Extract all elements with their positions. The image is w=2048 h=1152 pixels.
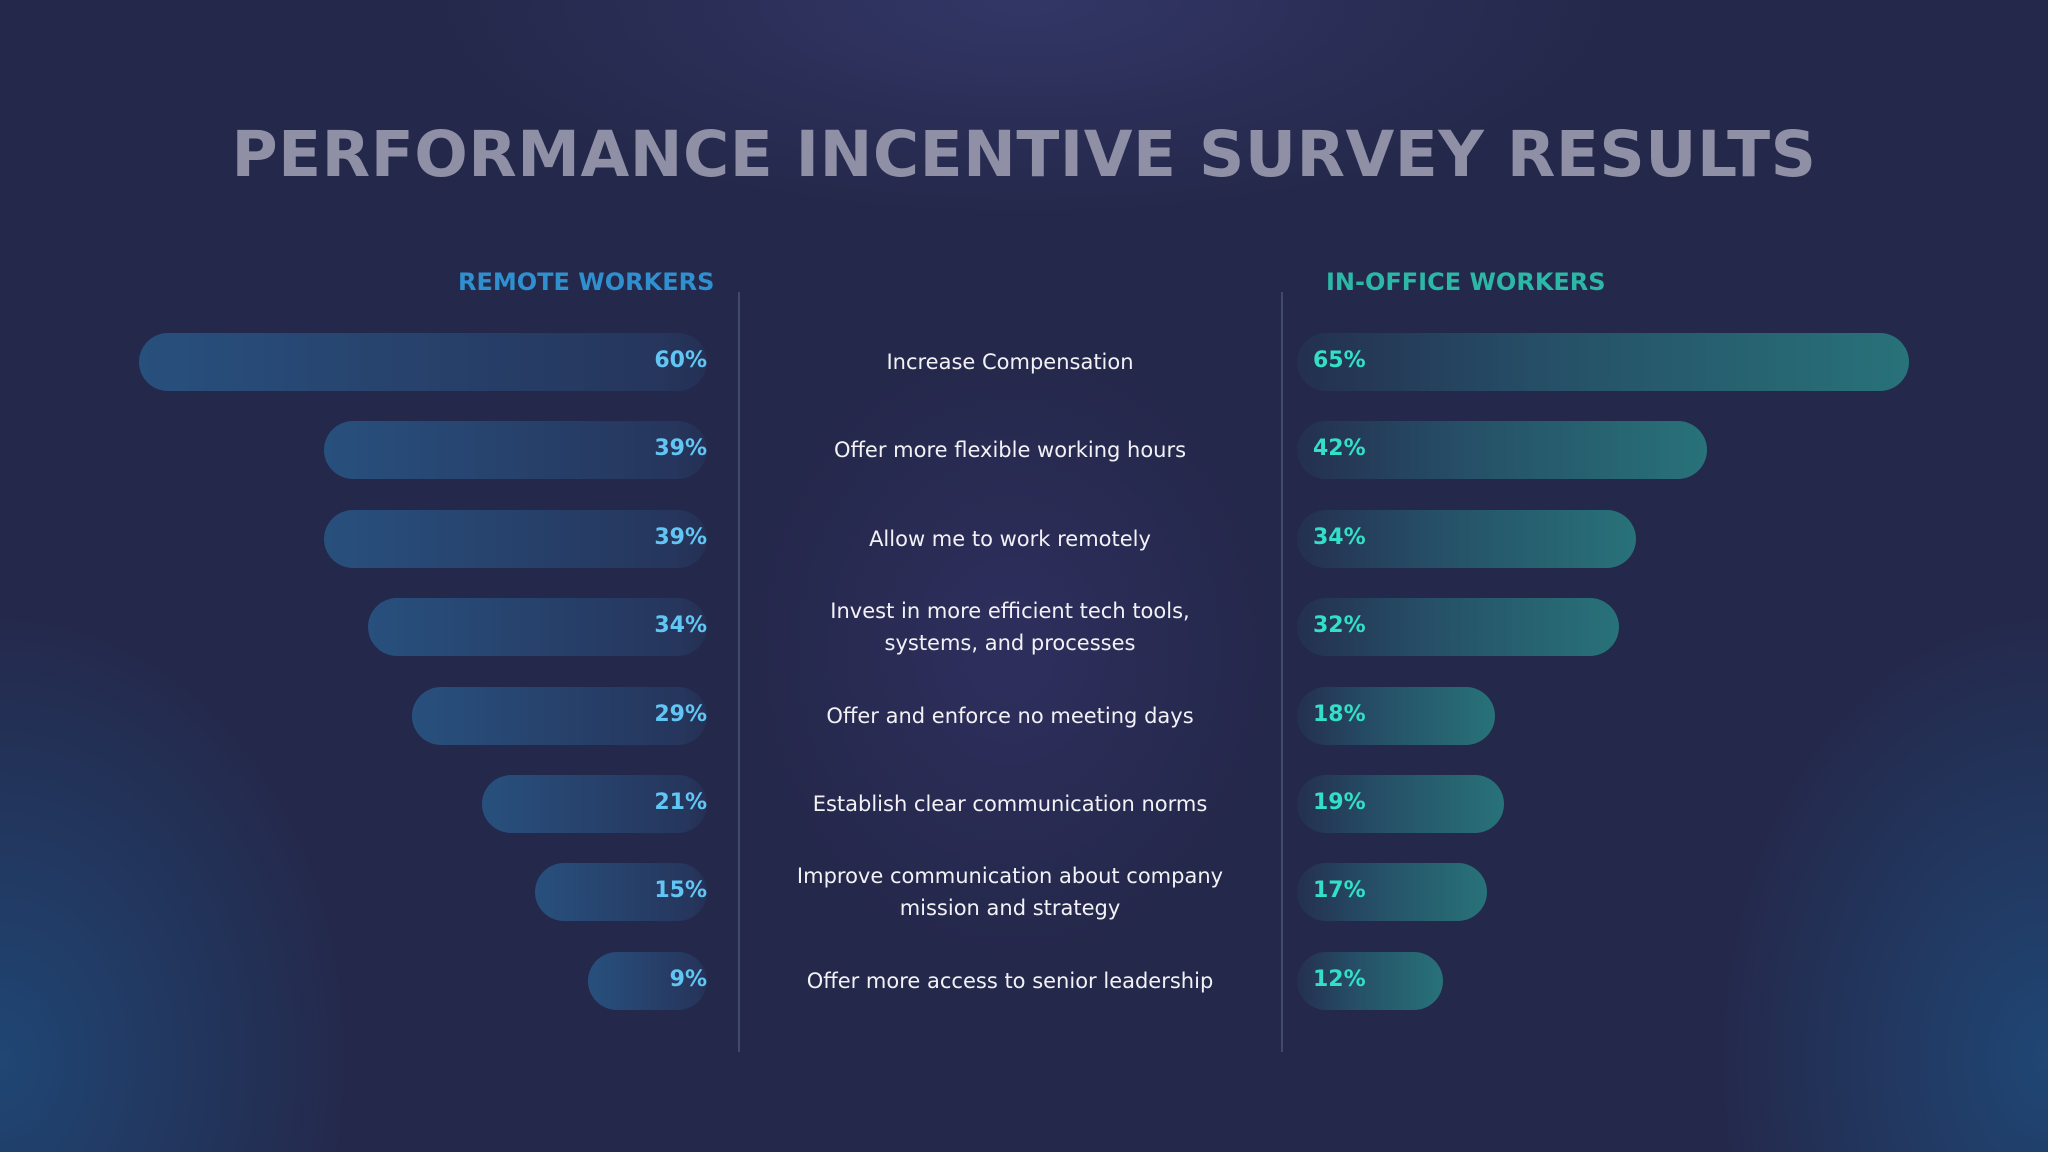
remote-value-label: 9%: [669, 967, 707, 992]
category-label: Establish clear communication norms: [812, 792, 1208, 816]
left-divider: [738, 292, 740, 1052]
in-office-value-label: 17%: [1313, 878, 1366, 903]
remote-value-label: 39%: [654, 436, 707, 461]
right-divider: [1281, 292, 1283, 1052]
in-office-bar: [1297, 510, 1636, 568]
in-office-bar: [1297, 687, 1495, 745]
remote-value-label: 34%: [654, 613, 707, 638]
remote-bar: [324, 421, 707, 479]
remote-bar: [412, 687, 707, 745]
in-office-value-label: 32%: [1313, 613, 1366, 638]
remote-bar: [324, 510, 707, 568]
chart-title: PERFORMANCE INCENTIVE SURVEY RESULTS: [231, 118, 1817, 191]
remote-value-label: 60%: [654, 348, 707, 373]
in-office-workers-header: IN-OFFICE WORKERS: [1326, 268, 1606, 296]
category-label: Allow me to work remotely: [869, 527, 1151, 551]
remote-value-label: 15%: [654, 878, 707, 903]
remote-value-label: 21%: [654, 790, 707, 815]
category-label: Increase Compensation: [886, 350, 1134, 374]
in-office-value-label: 34%: [1313, 525, 1366, 550]
remote-value-label: 39%: [654, 525, 707, 550]
remote-bar: [482, 775, 707, 833]
remote-bar: [139, 333, 707, 391]
in-office-value-label: 12%: [1313, 967, 1366, 992]
remote-workers-header: REMOTE WORKERS: [458, 268, 715, 296]
in-office-value-label: 19%: [1313, 790, 1366, 815]
remote-bar: [588, 952, 707, 1010]
in-office-value-label: 65%: [1313, 348, 1366, 373]
in-office-bar: [1297, 598, 1619, 656]
category-label: Invest in more efficient tech tools, sys…: [830, 599, 1190, 655]
in-office-value-label: 42%: [1313, 436, 1366, 461]
category-label: Offer more access to senior leadership: [806, 969, 1214, 993]
in-office-value-label: 18%: [1313, 702, 1366, 727]
in-office-bar: [1297, 863, 1487, 921]
category-label: Offer and enforce no meeting days: [826, 704, 1194, 728]
in-office-bar: [1297, 421, 1707, 479]
remote-bar: [535, 863, 707, 921]
category-label: Improve communication about company miss…: [796, 864, 1224, 920]
in-office-bar: [1297, 952, 1443, 1010]
category-label: Offer more flexible working hours: [833, 438, 1187, 462]
in-office-bar: [1297, 775, 1504, 833]
in-office-bar: [1297, 333, 1909, 391]
remote-value-label: 29%: [654, 702, 707, 727]
remote-bar: [368, 598, 707, 656]
